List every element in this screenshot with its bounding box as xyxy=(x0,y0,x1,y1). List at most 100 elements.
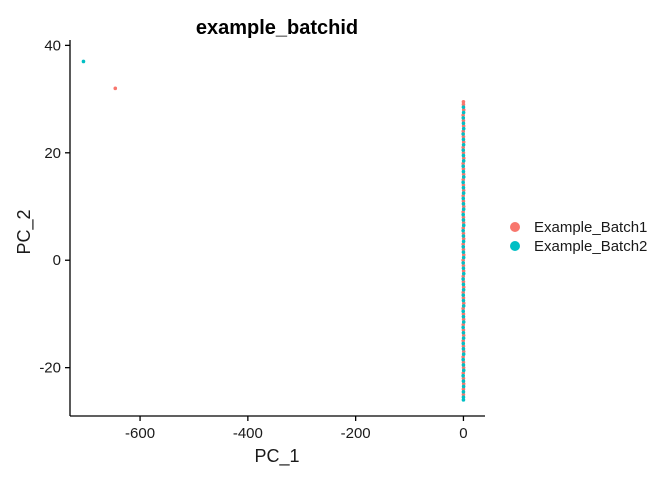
legend-key xyxy=(510,222,520,232)
point-example-batch2 xyxy=(461,126,466,131)
point-example-batch1 xyxy=(461,129,466,134)
point-example-batch1 xyxy=(461,172,466,177)
point-example-batch1 xyxy=(461,156,466,160)
point-example-batch2 xyxy=(461,363,466,367)
point-example-batch2 xyxy=(461,137,466,142)
x-tick-label: -400 xyxy=(233,425,263,442)
legend-label: Example_Batch2 xyxy=(534,238,647,255)
point-example-batch1 xyxy=(461,253,466,257)
point-example-batch2 xyxy=(461,207,466,211)
point-example-batch2 xyxy=(461,287,466,292)
point-example-batch1 xyxy=(461,199,466,203)
point-example-batch1 xyxy=(461,183,466,187)
point-example-batch2 xyxy=(461,384,466,389)
point-example-batch2 xyxy=(461,347,466,351)
point-example-batch2 xyxy=(461,180,465,185)
point-example-batch2 xyxy=(461,309,466,314)
point-example-batch1 xyxy=(461,220,466,225)
point-example-batch2 xyxy=(461,314,466,319)
point-example-batch2 xyxy=(461,228,465,233)
point-example-batch1 xyxy=(461,376,466,381)
point-example-batch2 xyxy=(461,298,466,303)
point-example-batch1 xyxy=(461,328,466,332)
x-tick-label: -600 xyxy=(125,425,155,442)
x-tick-label: -200 xyxy=(341,425,371,442)
x-axis-title: PC_1 xyxy=(254,446,299,467)
point-example-batch1 xyxy=(461,371,466,375)
point-example-batch1 xyxy=(461,392,466,397)
point-example-batch2 xyxy=(461,196,466,201)
point-example-batch2 xyxy=(461,325,465,330)
point-example-batch2 xyxy=(461,368,466,373)
point-example-batch2 xyxy=(461,261,466,265)
point-example-batch1 xyxy=(461,113,465,117)
point-example-batch2 xyxy=(461,116,466,120)
point-example-batch1 xyxy=(113,86,118,91)
point-example-batch1 xyxy=(461,236,466,241)
point-example-batch1 xyxy=(461,344,466,348)
point-example-batch1 xyxy=(461,215,466,220)
point-example-batch2 xyxy=(461,277,465,281)
point-example-batch1 xyxy=(461,290,466,295)
point-example-batch1 xyxy=(461,167,466,171)
point-example-batch1 xyxy=(461,269,466,273)
data-points xyxy=(81,59,466,402)
point-example-batch2 xyxy=(461,164,466,169)
legend: Example_Batch1 Example_Batch2 xyxy=(510,219,647,255)
point-example-batch2 xyxy=(461,250,466,254)
chart-title: example_batchid xyxy=(196,17,358,39)
point-example-batch1 xyxy=(461,193,466,198)
point-example-batch1 xyxy=(461,177,466,182)
point-example-batch2 xyxy=(461,159,466,163)
point-example-batch1 xyxy=(461,306,465,311)
point-example-batch2 xyxy=(461,341,466,346)
point-example-batch1 xyxy=(461,118,466,123)
point-example-batch2 xyxy=(461,148,466,152)
point-example-batch1 xyxy=(461,231,466,236)
y-tick-label: 40 xyxy=(44,37,61,54)
point-example-batch1 xyxy=(461,204,466,209)
y-tick-label: 0 xyxy=(53,252,61,269)
point-example-batch2 xyxy=(461,191,466,195)
point-example-batch2 xyxy=(461,245,466,249)
point-example-batch2 xyxy=(461,304,466,308)
point-example-batch2 xyxy=(461,121,466,126)
point-example-batch2 xyxy=(461,352,466,357)
point-example-batch1 xyxy=(461,263,466,268)
legend-label: Example_Batch1 xyxy=(534,219,647,236)
point-example-batch2 xyxy=(461,266,466,271)
point-example-batch2 xyxy=(461,142,466,147)
point-example-batch2 xyxy=(461,202,466,206)
point-example-batch2 xyxy=(461,105,466,109)
point-example-batch2 xyxy=(461,239,466,244)
point-example-batch1 xyxy=(461,226,466,230)
point-example-batch1 xyxy=(461,279,466,284)
point-example-batch1 xyxy=(461,247,466,252)
point-example-batch1 xyxy=(461,296,466,300)
point-example-batch1 xyxy=(461,301,466,306)
point-example-batch2 xyxy=(461,234,466,238)
point-example-batch2 xyxy=(81,59,86,64)
point-example-batch1 xyxy=(461,333,466,338)
point-example-batch2 xyxy=(461,398,466,402)
y-tick-label: 20 xyxy=(44,145,61,162)
point-example-batch2 xyxy=(461,185,466,190)
point-example-batch2 xyxy=(461,357,466,362)
point-example-batch2 xyxy=(461,320,466,324)
point-example-batch2 xyxy=(461,223,466,228)
point-example-batch2 xyxy=(461,293,466,297)
point-example-batch1 xyxy=(461,322,466,327)
point-example-batch2 xyxy=(461,255,466,260)
point-example-batch1 xyxy=(461,360,466,365)
point-example-batch1 xyxy=(461,102,466,107)
point-example-batch2 xyxy=(461,282,466,287)
point-example-batch2 xyxy=(461,330,466,335)
point-example-batch1 xyxy=(461,317,466,322)
point-example-batch1 xyxy=(461,387,466,391)
point-example-batch1 xyxy=(461,339,466,343)
point-example-batch2 xyxy=(461,336,466,340)
point-example-batch1 xyxy=(461,151,466,155)
point-example-batch2 xyxy=(461,212,466,217)
legend-key xyxy=(510,241,520,251)
